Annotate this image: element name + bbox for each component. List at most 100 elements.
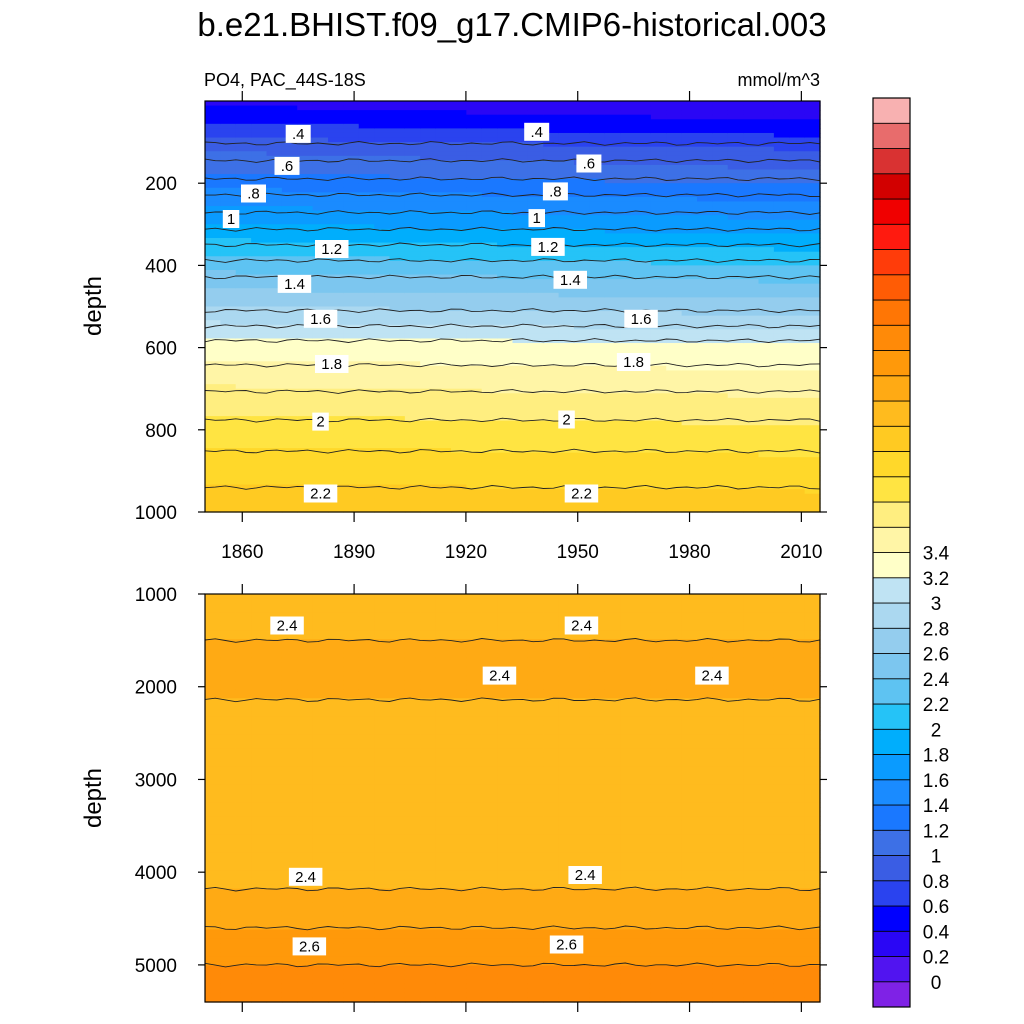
contour-cell xyxy=(758,393,775,399)
contour-cell xyxy=(389,128,406,134)
contour-cell xyxy=(205,196,221,203)
contour-cell xyxy=(404,943,421,949)
contour-cell xyxy=(727,164,744,171)
contour-cell xyxy=(297,169,314,175)
contour-cell xyxy=(512,393,529,399)
contour-cell xyxy=(758,178,775,184)
contour-cell xyxy=(527,297,544,303)
contour-cell xyxy=(604,324,621,330)
contour-cell xyxy=(220,260,237,266)
contour-cell xyxy=(697,279,713,285)
contour-cell xyxy=(251,228,268,235)
contour-cell xyxy=(297,224,314,230)
contour-cell xyxy=(374,607,391,613)
contour-cell xyxy=(389,146,406,152)
contour-cell xyxy=(604,146,621,152)
contour-cell xyxy=(712,420,729,426)
contour-cell xyxy=(389,929,406,935)
contour-cell xyxy=(205,861,221,867)
contour-cell xyxy=(235,684,252,690)
contour-cell xyxy=(451,347,467,353)
contour-cell xyxy=(220,228,237,235)
contour-line xyxy=(204,141,821,146)
contour-cell xyxy=(404,807,421,813)
contour-cell xyxy=(543,361,560,367)
contour-cell xyxy=(389,816,406,822)
contour-cell xyxy=(220,448,237,454)
contour-cell xyxy=(389,648,406,654)
contour-cell xyxy=(589,260,606,266)
contour-cell xyxy=(497,201,514,207)
contour-cell xyxy=(620,128,637,134)
contour-cell xyxy=(374,292,391,298)
contour-cell xyxy=(727,324,744,330)
contour-cell xyxy=(543,114,560,120)
contour-cell xyxy=(343,397,360,403)
contour-cell xyxy=(235,142,252,148)
contour-cell xyxy=(235,843,252,849)
contour-cell xyxy=(527,196,544,203)
contour-cell xyxy=(589,297,606,303)
contour-cell xyxy=(451,324,467,330)
contour-cell xyxy=(374,110,391,116)
contour-cell xyxy=(635,425,652,431)
contour-cell xyxy=(697,356,713,362)
contour-cell xyxy=(650,470,667,477)
contour-cell xyxy=(574,292,590,298)
contour-cell xyxy=(266,915,283,921)
contour-cell xyxy=(789,247,806,253)
contour-cell xyxy=(697,384,713,390)
contour-cell xyxy=(328,196,344,203)
contour-cell xyxy=(743,498,760,504)
contour-cell xyxy=(420,507,437,513)
contour-cell xyxy=(727,370,744,376)
contour-cell xyxy=(574,434,590,440)
contour-cell xyxy=(220,356,237,362)
contour-cell xyxy=(758,370,775,376)
contour-cell xyxy=(235,457,252,463)
contour-cell xyxy=(527,329,544,335)
contour-cell xyxy=(374,324,391,330)
contour-cell xyxy=(343,411,360,417)
contour-cell xyxy=(343,684,360,690)
contour-cell xyxy=(281,779,298,785)
contour-cell xyxy=(235,798,252,804)
contour-cell xyxy=(404,416,421,422)
contour-cell xyxy=(281,475,298,481)
contour-cell xyxy=(343,748,360,754)
contour-cell xyxy=(312,352,329,358)
contour-cell xyxy=(451,470,467,477)
contour-cell xyxy=(666,306,683,312)
contour-cell xyxy=(389,784,406,790)
contour-cell xyxy=(328,438,344,445)
contour-cell xyxy=(650,370,667,376)
contour-cell xyxy=(543,484,560,490)
contour-cell xyxy=(758,365,775,372)
contour-cell xyxy=(574,429,590,435)
contour-cell xyxy=(358,947,375,953)
contour-cell xyxy=(512,375,529,381)
contour-cell xyxy=(497,137,514,143)
contour-cell xyxy=(451,178,467,184)
contour-cell xyxy=(374,429,391,435)
contour-cell xyxy=(789,283,806,289)
contour-cell xyxy=(773,160,790,166)
contour-cell xyxy=(358,393,375,399)
contour-cell xyxy=(512,324,529,330)
contour-cell xyxy=(281,825,298,831)
contour-cell xyxy=(266,146,283,152)
contour-cell xyxy=(312,306,329,312)
contour-cell xyxy=(205,242,221,248)
contour-cell xyxy=(543,215,560,221)
contour-cell xyxy=(404,397,421,403)
contour-cell xyxy=(281,965,298,971)
contour-cell xyxy=(343,283,360,289)
contour-cell xyxy=(358,938,375,944)
contour-cell xyxy=(297,343,314,349)
contour-cell xyxy=(389,693,406,699)
contour-cell xyxy=(404,110,421,116)
contour-cell xyxy=(712,329,729,335)
contour-cell xyxy=(758,251,775,257)
contour-cell xyxy=(743,187,760,193)
contour-cell xyxy=(650,498,667,504)
